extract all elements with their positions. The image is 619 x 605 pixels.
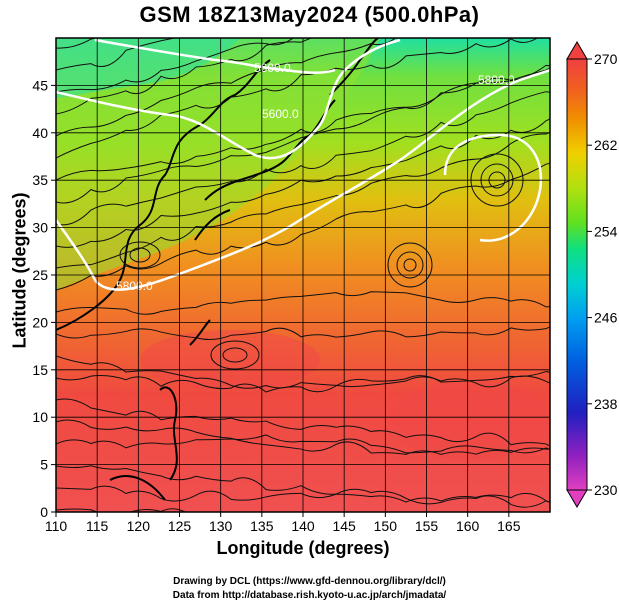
colorbar-tick-label: 230 — [594, 482, 618, 498]
streamline — [56, 371, 550, 393]
vortices — [119, 153, 524, 370]
y-axis: 0 5 10 15 20 25 30 35 40 45 — [32, 77, 56, 520]
contour-label: 5600.0 — [262, 107, 299, 121]
x-tick-label: 115 — [86, 518, 109, 534]
y-tick-label: 10 — [32, 409, 48, 425]
streamline — [56, 508, 187, 512]
x-tick-label: 160 — [456, 518, 480, 534]
y-tick-label: 0 — [40, 504, 48, 520]
y-tick-label: 15 — [32, 362, 48, 378]
contour-label: 5800.0 — [116, 279, 153, 293]
colorbar-tick-label: 246 — [594, 310, 618, 326]
x-tick-label: 135 — [250, 518, 274, 534]
x-tick-label: 155 — [415, 518, 439, 534]
streamline — [56, 131, 550, 269]
x-tick-label: 130 — [209, 518, 233, 534]
plot-area: 5600.0 5600.0 5800.0 5800.0 — [56, 38, 550, 512]
contour-5800-closed — [443, 133, 543, 242]
streamline — [56, 162, 550, 291]
x-tick-label: 120 — [127, 518, 151, 534]
streamline — [56, 326, 550, 341]
colorbar-tick-label: 238 — [594, 396, 618, 412]
streamline — [56, 38, 177, 71]
streamline — [56, 355, 550, 389]
streamline — [56, 465, 550, 508]
streamline — [56, 434, 550, 454]
y-axis-label: Latitude (degrees) — [9, 192, 30, 349]
y-tick-label: 5 — [40, 457, 48, 473]
contour-5800 — [56, 68, 550, 291]
chart-title: GSM 18Z13May2024 (500.0hPa) — [139, 2, 480, 27]
credit-data-source: Data from http://database.rish.kyoto-u.a… — [172, 590, 447, 601]
coldest-air-region — [56, 38, 240, 98]
y-tick-label: 45 — [32, 77, 48, 93]
colorbar-bottom-arrow — [566, 489, 588, 508]
x-tick-label: 165 — [497, 518, 521, 534]
y-tick-label: 40 — [32, 125, 48, 141]
coastlines — [56, 38, 379, 501]
x-tick-label: 110 — [45, 518, 68, 534]
streamline — [56, 38, 313, 115]
contour-5600 — [56, 38, 401, 160]
x-axis: 110 115 120 125 130 135 140 145 150 155 160 165 — [45, 512, 521, 534]
streamline — [56, 118, 550, 248]
colorbar-ticks: 270 262 254 246 238 230 — [587, 51, 618, 498]
colorbar-tick-label: 270 — [594, 51, 618, 67]
streamline — [56, 64, 550, 181]
streamline — [56, 485, 550, 504]
x-tick-label: 150 — [374, 518, 398, 534]
warm-patch — [140, 330, 320, 390]
streamline — [56, 291, 550, 315]
contour-label: 5600.0 — [254, 61, 291, 75]
streamline — [56, 91, 550, 226]
colorbar: 270 262 254 246 238 230 — [566, 41, 618, 508]
streamline — [56, 38, 295, 93]
colorbar-top-arrow — [566, 41, 588, 60]
contour-5560 — [94, 38, 336, 74]
colorbar-tick-label: 262 — [594, 137, 618, 153]
y-tick-label: 20 — [32, 314, 48, 330]
x-tick-label: 145 — [332, 518, 356, 534]
contour-label: 5800.0 — [478, 73, 515, 87]
warm-patch — [390, 380, 550, 460]
streamline — [56, 398, 550, 447]
colorbar-tick-label: 254 — [594, 223, 618, 239]
y-tick-label: 35 — [32, 172, 48, 188]
x-tick-label: 125 — [168, 518, 192, 534]
x-axis-label: Longitude (degrees) — [216, 538, 390, 558]
graticule — [56, 38, 550, 512]
x-tick-label: 140 — [291, 518, 315, 534]
y-tick-label: 30 — [32, 220, 48, 236]
credit-dcl: Drawing by DCL (https://www.gfd-dennou.o… — [173, 576, 446, 587]
wind-streamlines — [56, 38, 550, 512]
y-tick-label: 25 — [32, 267, 48, 283]
height-contours — [56, 38, 550, 291]
colorbar-body — [566, 58, 588, 491]
streamline — [56, 419, 550, 455]
